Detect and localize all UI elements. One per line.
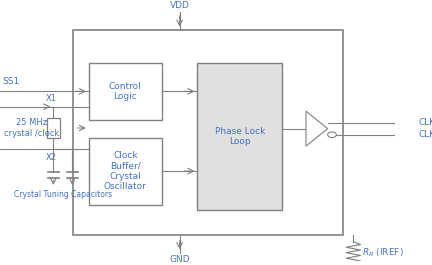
Circle shape	[328, 132, 337, 138]
Text: CLK: CLK	[419, 130, 432, 139]
Text: VDD: VDD	[170, 1, 190, 10]
Text: GND: GND	[169, 255, 190, 264]
Bar	[89, 63, 162, 120]
Text: X1: X1	[46, 94, 57, 103]
Text: Crystal Tuning Capacitors: Crystal Tuning Capacitors	[14, 190, 112, 199]
Text: Control
Logic: Control Logic	[109, 82, 142, 101]
Text: SS1: SS1	[2, 77, 19, 86]
Polygon shape	[306, 111, 328, 146]
Text: 25 MHz
crystal /clock: 25 MHz crystal /clock	[4, 118, 59, 138]
Text: CLK: CLK	[419, 118, 432, 127]
Bar	[47, 118, 60, 138]
Text: Clock
Buffer/
Crystal
Oscillator: Clock Buffer/ Crystal Oscillator	[104, 151, 147, 191]
Text: X2: X2	[46, 153, 57, 162]
Bar	[73, 30, 343, 235]
Text: $R_R$ (IREF): $R_R$ (IREF)	[362, 246, 404, 259]
Text: Phase Lock
Loop: Phase Lock Loop	[215, 127, 265, 146]
Bar	[197, 63, 282, 210]
Bar	[89, 138, 162, 205]
